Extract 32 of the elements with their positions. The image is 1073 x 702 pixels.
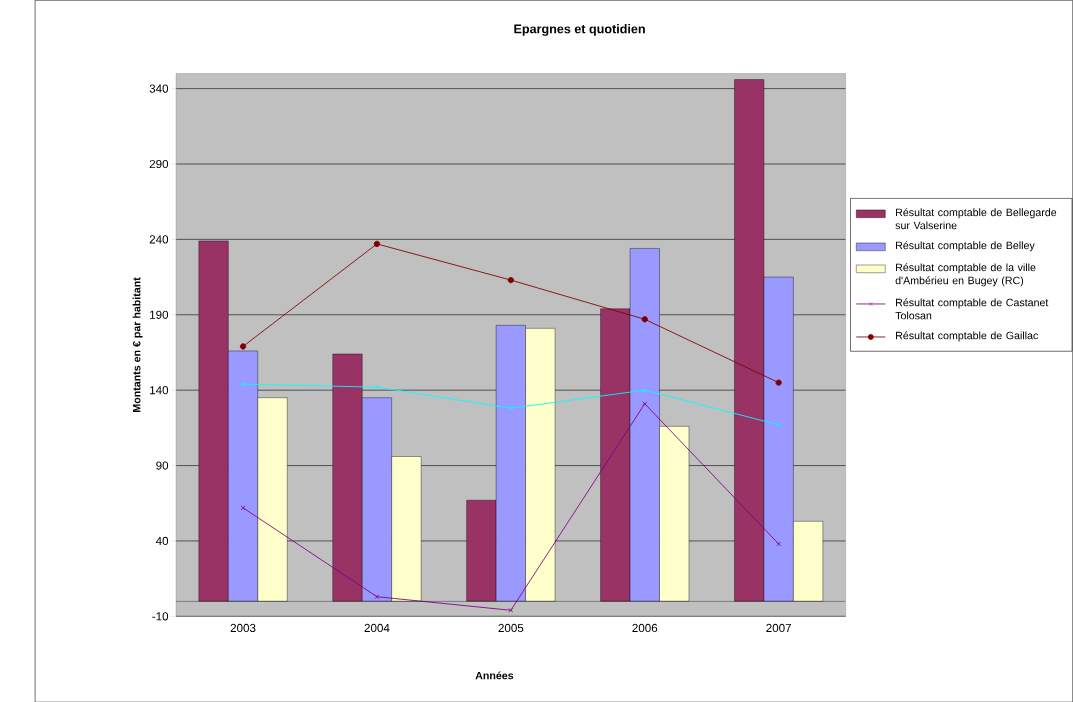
point — [507, 276, 514, 284]
y-tick-label: 190 — [150, 310, 169, 319]
legend-label: Résultat comptable de la ville d'Ambérieu en Bugey (RC) — [895, 263, 1036, 287]
y-tick-label: 90 — [156, 461, 169, 470]
x-tick-label: 2003 — [230, 623, 256, 632]
point — [374, 384, 380, 390]
point — [642, 387, 648, 393]
x-tick-label: 2006 — [632, 623, 658, 632]
chart-title: Epargnes et quotidien — [514, 23, 645, 36]
x-axis-title: Années — [475, 671, 514, 680]
y-tick-label: 40 — [155, 536, 169, 545]
point — [374, 594, 380, 599]
point — [641, 315, 648, 323]
legend-label: Résultat comptable de Castanet Tolosan — [895, 298, 1049, 320]
legend-label: Résultat comptable de Belley — [896, 240, 1035, 252]
x-tick-label: 2007 — [766, 623, 792, 632]
point — [642, 401, 648, 406]
y-tick-label: 290 — [149, 159, 169, 168]
x-tick-label: 2005 — [498, 623, 524, 632]
point — [508, 607, 514, 613]
y-tick-label: -10 — [152, 612, 169, 621]
y-tick-label: 140 — [150, 385, 169, 395]
x-tick-label: 2004 — [364, 623, 390, 632]
point — [373, 240, 381, 247]
legend-label: Résultat comptable de Gaillac — [896, 331, 1039, 342]
y-axis-title: Montants en € par habitant — [132, 277, 143, 412]
point — [508, 405, 514, 411]
legend-label: Résultat comptable de Bellegarde sur Valserine — [895, 208, 1057, 229]
y-tick-label: 240 — [149, 235, 169, 244]
point — [239, 343, 247, 350]
y-tick-label: 340 — [149, 84, 169, 93]
point — [775, 379, 782, 386]
